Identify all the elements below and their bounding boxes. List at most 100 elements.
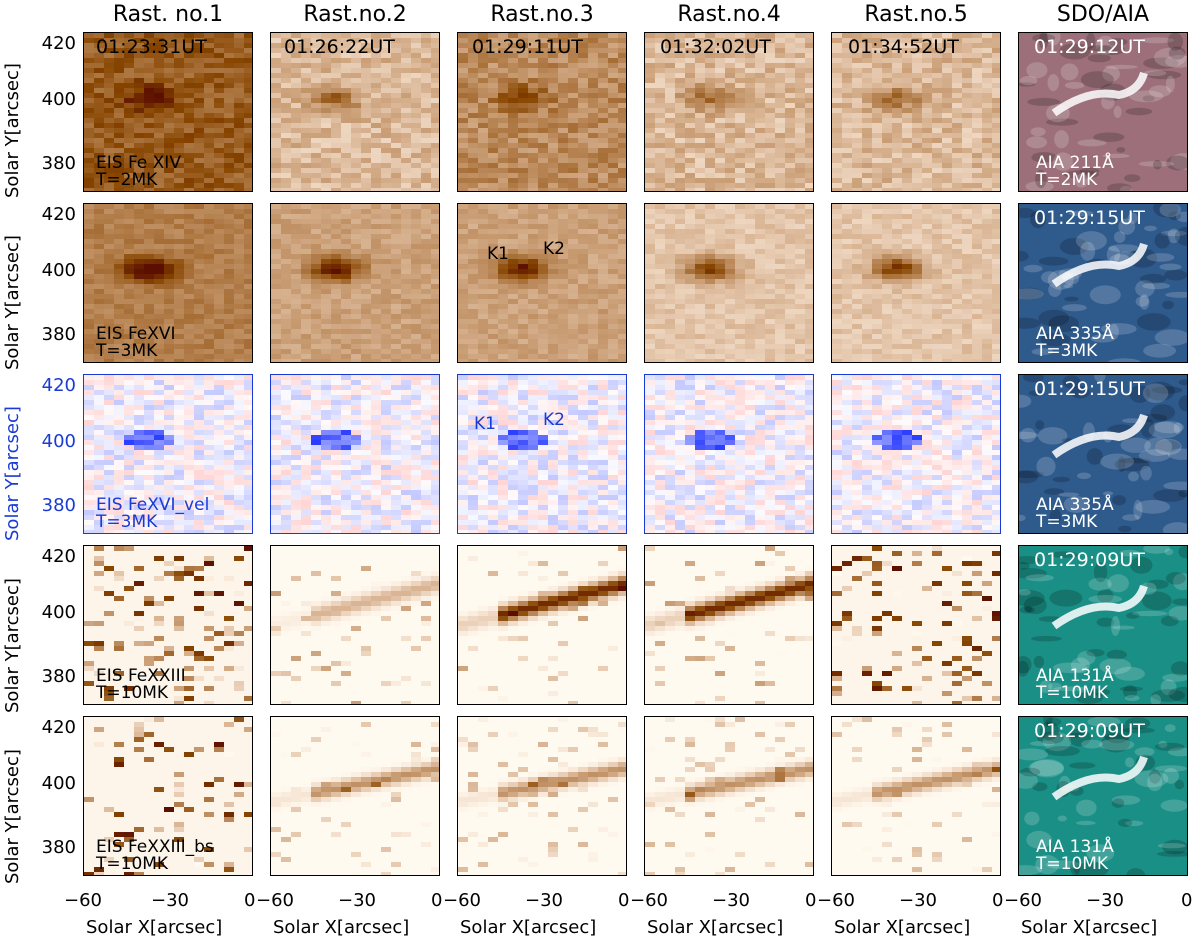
x-tick-label: 0	[992, 890, 1004, 911]
panel-timestamp: 01:26:22UT	[284, 36, 395, 58]
eis-temp-label: T=2MK	[96, 170, 158, 190]
y-tick-label: 420	[41, 204, 76, 225]
y-tick-label: 420	[41, 717, 76, 738]
aia-image-panel	[1018, 374, 1188, 534]
y-axis-label-row2: Solar Y[arcsec]	[2, 235, 23, 370]
eis-raster-panel	[644, 374, 814, 534]
x-tick-label: −30	[1086, 890, 1124, 911]
aia-image-panel	[1018, 32, 1188, 192]
x-axis-label: Solar X[arcsec]	[1021, 917, 1158, 938]
eis-raster-panel	[83, 716, 253, 876]
eis-raster-panel	[831, 203, 1001, 363]
aia-image-panel	[1018, 716, 1188, 876]
eis-raster-panel	[644, 32, 814, 192]
panel-timestamp: 01:29:11UT	[472, 36, 583, 58]
column-title-3: Rast.no.3	[490, 2, 594, 27]
x-axis-label: Solar X[arcsec]	[460, 917, 597, 938]
x-tick-label: −30	[338, 890, 376, 911]
x-tick-label: 0	[244, 890, 256, 911]
k2-label: K2	[543, 239, 565, 259]
x-tick-label: 0	[805, 890, 817, 911]
x-axis-label: Solar X[arcsec]	[86, 917, 223, 938]
aia-temp: T=3MK	[1036, 512, 1098, 532]
y-axis-label-row1: Solar Y[arcsec]	[2, 63, 23, 198]
y-tick-label: 400	[41, 260, 76, 281]
eis-raster-panel	[644, 545, 814, 705]
panel-timestamp: 01:32:02UT	[660, 36, 771, 58]
eis-raster-panel	[270, 716, 440, 876]
x-tick-label: −30	[151, 890, 189, 911]
aia-label: AIA 335Å	[1036, 324, 1114, 344]
column-title-1: Rast. no.1	[112, 2, 224, 27]
aia-temp: T=3MK	[1036, 341, 1098, 361]
eis-raster-panel	[831, 32, 1001, 192]
eis-raster-panel	[457, 203, 627, 363]
y-tick-label: 400	[41, 89, 76, 110]
k1-label: K1	[474, 414, 496, 434]
eis-raster-panel	[831, 545, 1001, 705]
x-tick-label: −60	[630, 890, 668, 911]
eis-line-label: EIS FeXXIII	[96, 666, 186, 686]
eis-raster-panel	[644, 203, 814, 363]
aia-temp: T=2MK	[1036, 170, 1098, 190]
eis-raster-panel	[83, 203, 253, 363]
aia-label: AIA 131Å	[1036, 837, 1114, 857]
eis-temp-label: T=10MK	[96, 854, 169, 874]
aia-temp: T=10MK	[1036, 683, 1109, 703]
y-tick-label: 380	[41, 837, 76, 858]
aia-label: AIA 211Å	[1036, 153, 1114, 173]
panel-timestamp: 01:34:52UT	[848, 36, 959, 58]
aia-timestamp: 01:29:09UT	[1034, 720, 1145, 742]
y-tick-label: 420	[41, 546, 76, 567]
aia-timestamp: 01:29:15UT	[1034, 378, 1145, 400]
eis-line-label: EIS FeXXIII_bs	[96, 837, 214, 857]
eis-raster-panel	[270, 545, 440, 705]
k2-label: K2	[543, 410, 565, 430]
x-tick-label: −60	[443, 890, 481, 911]
y-tick-label: 380	[41, 324, 76, 345]
x-tick-label: −60	[64, 890, 102, 911]
y-axis-label-row3: Solar Y[arcsec]	[2, 406, 23, 541]
eis-raster-panel	[457, 374, 627, 534]
column-title-aia: SDO/AIA	[1056, 2, 1150, 27]
aia-temp: T=10MK	[1036, 854, 1109, 874]
panel-timestamp: 01:23:31UT	[96, 36, 207, 58]
eis-line-label: EIS Fe XIV	[96, 153, 181, 173]
x-tick-label: −60	[1004, 890, 1042, 911]
x-tick-label: 0	[1181, 890, 1193, 911]
x-tick-label: 0	[618, 890, 630, 911]
x-tick-label: −30	[525, 890, 563, 911]
eis-raster-panel	[270, 32, 440, 192]
x-axis-label: Solar X[arcsec]	[273, 917, 410, 938]
eis-raster-panel	[83, 545, 253, 705]
y-tick-label: 400	[41, 602, 76, 623]
y-tick-label: 380	[41, 495, 76, 516]
eis-raster-panel	[457, 545, 627, 705]
aia-image-panel	[1018, 545, 1188, 705]
eis-temp-label: T=3MK	[96, 341, 158, 361]
y-tick-label: 420	[41, 33, 76, 54]
eis-raster-panel	[457, 32, 627, 192]
y-axis-label-row4: Solar Y[arcsec]	[2, 578, 23, 713]
aia-timestamp: 01:29:09UT	[1034, 549, 1145, 571]
y-tick-label: 380	[41, 666, 76, 687]
eis-raster-panel	[831, 374, 1001, 534]
eis-temp-label: T=10MK	[96, 683, 169, 703]
column-title-5: Rast.no.5	[864, 2, 968, 27]
eis-raster-panel	[270, 374, 440, 534]
column-title-4: Rast.no.4	[677, 2, 781, 27]
k1-label: K1	[487, 244, 509, 264]
x-tick-label: −30	[712, 890, 750, 911]
y-tick-label: 380	[41, 153, 76, 174]
aia-timestamp: 01:29:15UT	[1034, 207, 1145, 229]
eis-raster-panel	[831, 716, 1001, 876]
eis-raster-panel	[270, 203, 440, 363]
y-tick-label: 420	[41, 375, 76, 396]
x-axis-label: Solar X[arcsec]	[834, 917, 971, 938]
aia-timestamp: 01:29:12UT	[1034, 36, 1145, 58]
y-axis-label-row5: Solar Y[arcsec]	[2, 749, 23, 884]
eis-raster-panel	[83, 374, 253, 534]
column-title-2: Rast.no.2	[303, 2, 407, 27]
aia-image-panel	[1018, 203, 1188, 363]
eis-temp-label: T=3MK	[96, 512, 158, 532]
